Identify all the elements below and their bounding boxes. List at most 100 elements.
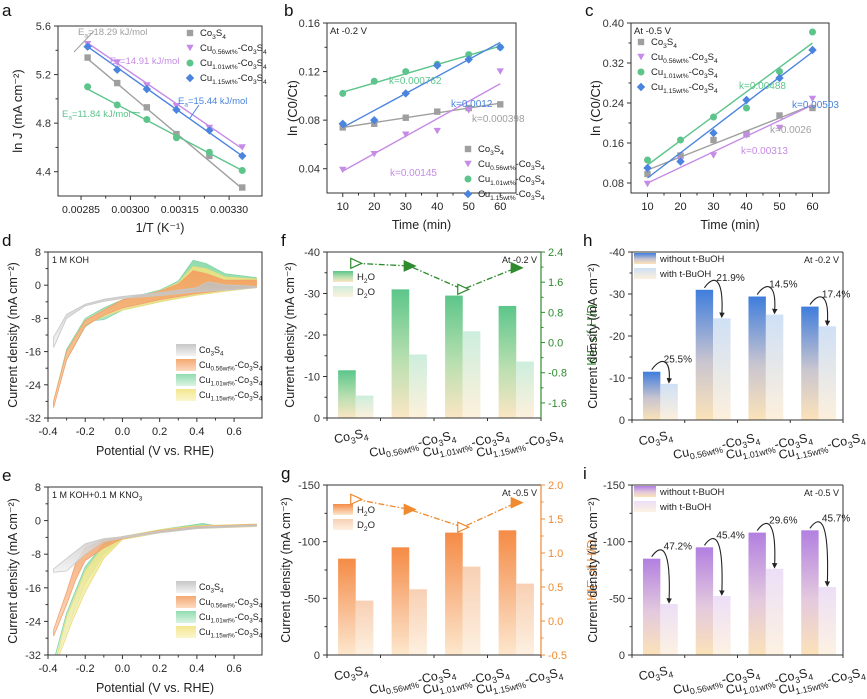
kie-marker	[457, 283, 471, 296]
reduction-percent-label: 25.5%	[664, 355, 692, 366]
x-tick-label: 0.00315	[161, 204, 199, 216]
cv-band-Cu0.56wt%-Co3S4	[53, 270, 257, 408]
data-point	[83, 42, 92, 51]
data-point	[809, 104, 816, 112]
legend-swatch	[176, 581, 196, 593]
y-tick-label: 2.4	[548, 247, 563, 259]
x-tick-label: -0.2	[76, 426, 95, 438]
fit-line	[342, 41, 501, 129]
legend-swatch	[634, 486, 656, 497]
reduction-arrow	[756, 522, 778, 569]
reduction-percent-label: 45.4%	[716, 530, 744, 541]
series-Co3S4	[84, 54, 246, 191]
y-tick-label: 0.08	[299, 115, 320, 127]
bar-without-t-BuOH	[801, 530, 819, 655]
fit-line	[87, 46, 243, 157]
bar-without-t-BuOH	[748, 532, 766, 655]
legend-marker	[636, 82, 646, 92]
y-tick-label: 4.4	[36, 167, 51, 179]
data-point	[677, 152, 684, 159]
bar-without-t-BuOH	[642, 558, 661, 655]
data-point	[238, 167, 246, 174]
fit-line	[342, 45, 501, 93]
y-tick-label: 5.2	[36, 70, 51, 82]
bar-H2O	[498, 530, 517, 655]
reduction-arrow	[809, 521, 831, 587]
data-point	[742, 95, 751, 105]
y-axis-label: Current density (mA cm⁻²)	[6, 262, 20, 408]
y-tick-label: 2.0	[548, 480, 563, 492]
data-point	[238, 151, 247, 161]
data-point	[172, 105, 181, 114]
chart-panel-e: e -32 -24 -16 -8 0 8 -0.4 -0.2 0.0 0.2 0.4 0.6 Curren…	[2, 466, 263, 695]
legend-swatch	[176, 374, 196, 386]
y-axis-label: ln J (mA cm⁻²)	[10, 69, 25, 152]
chart-panel-f: f 0 -10 -20 -30 -40 Current density (mA cm⁻²) C…	[281, 231, 599, 463]
y-tick-label: 0.40	[603, 18, 624, 30]
legend-label: Cu0.56wt%-Co3S4	[651, 52, 718, 65]
category-label: Co3S4	[333, 426, 370, 449]
data-point	[205, 126, 214, 135]
activation-energy-label: Ea=15.44 kJ/mol	[178, 96, 247, 109]
plot-frame	[57, 25, 263, 197]
y-tick-label: 0	[35, 280, 41, 292]
data-point	[776, 68, 783, 75]
x-tick-label: 0.6	[226, 426, 241, 438]
data-point	[465, 51, 473, 59]
x-tick-label: 50	[463, 201, 475, 213]
x-tick-label: 60	[806, 201, 818, 213]
y-tick-label: 5.6	[36, 21, 51, 33]
rate-constant-label: k=0.00503	[792, 100, 839, 111]
data-point	[643, 180, 652, 188]
data-point	[402, 131, 410, 138]
legend-label: Co3S4	[199, 582, 224, 595]
y-tick-label: -24	[25, 616, 41, 628]
panel-label-b: b	[284, 1, 293, 20]
data-point	[464, 55, 473, 64]
rate-constant-label: k=0.000762	[389, 76, 442, 87]
data-point	[84, 54, 91, 61]
data-point	[496, 68, 504, 75]
legend-swatch	[333, 286, 353, 297]
y-tick-label: -150	[603, 480, 625, 492]
reduction-arrow	[703, 538, 725, 596]
reduction-arrow	[651, 360, 673, 384]
legend-swatch	[333, 519, 353, 530]
bar-D2O	[516, 361, 534, 418]
category-label: Co3S4	[637, 663, 674, 686]
x-axis-label: Potential (V vs. RHE)	[96, 681, 214, 695]
condition-label: 1 M KOH	[52, 255, 89, 265]
y-tick-label: 1.6	[548, 277, 563, 289]
data-point	[496, 43, 505, 52]
y-tick-label: 0.12	[299, 67, 320, 79]
series-Cu1.15wt%-Co3S4	[83, 42, 247, 161]
x-tick-label: 10	[641, 201, 653, 213]
data-point	[143, 116, 151, 123]
y-tick-label: 0.0	[548, 616, 563, 628]
bar-D2O	[462, 566, 481, 655]
bar-D2O	[516, 583, 534, 655]
condition-label: 1 M KOH+0.1 M KNO3	[52, 490, 143, 503]
x-axis-label: Time (min)	[700, 218, 759, 232]
y-tick-label: -8	[31, 549, 41, 561]
data-point	[205, 148, 213, 156]
legend-swatch	[176, 626, 196, 638]
legend-swatch	[634, 268, 656, 279]
data-point	[339, 89, 347, 97]
data-point	[370, 150, 378, 158]
condition-label: At -0.5 V	[634, 26, 672, 37]
y-tick-label: -100	[298, 537, 320, 549]
data-point	[742, 132, 751, 139]
bar-with-t-BuOH	[818, 326, 837, 420]
y-tick-label: 8	[35, 247, 41, 259]
category-label: Cu1.01wt%-Co3S4	[422, 428, 511, 463]
legend-marker	[637, 68, 645, 76]
fit-line	[87, 88, 243, 172]
data-point	[497, 101, 504, 108]
y-tick-label: -50	[304, 593, 320, 605]
y2-axis-label: KIE of H/D	[584, 304, 599, 365]
legend-marker	[185, 73, 195, 83]
y-tick-label: 0.16	[603, 138, 624, 150]
x-tick-label: 60	[494, 201, 506, 213]
